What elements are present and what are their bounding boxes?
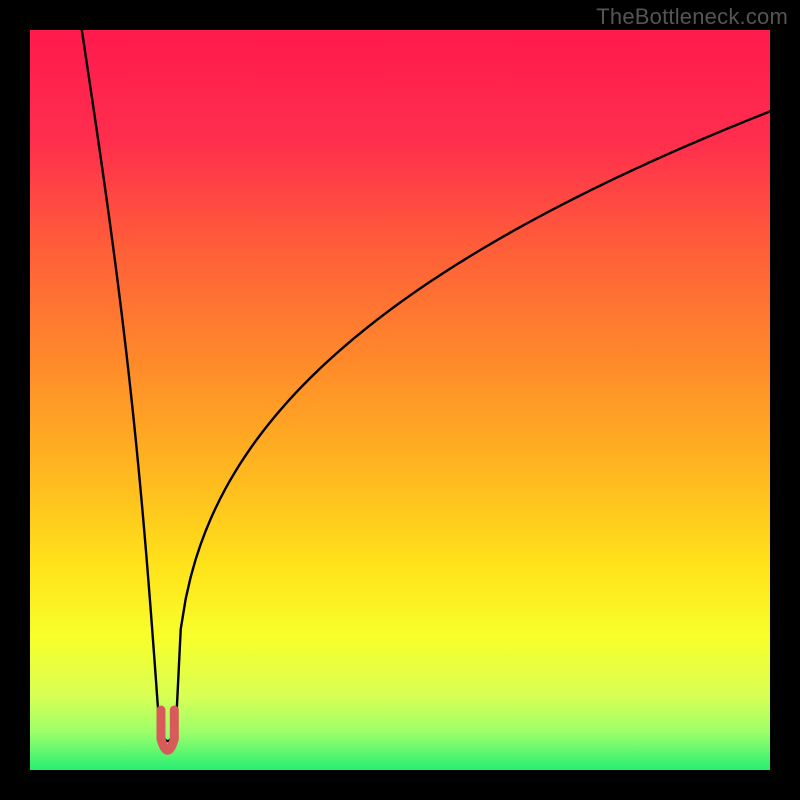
chart-background <box>30 30 770 770</box>
chart-container: TheBottleneck.com <box>0 0 800 800</box>
bottleneck-chart <box>0 0 800 800</box>
